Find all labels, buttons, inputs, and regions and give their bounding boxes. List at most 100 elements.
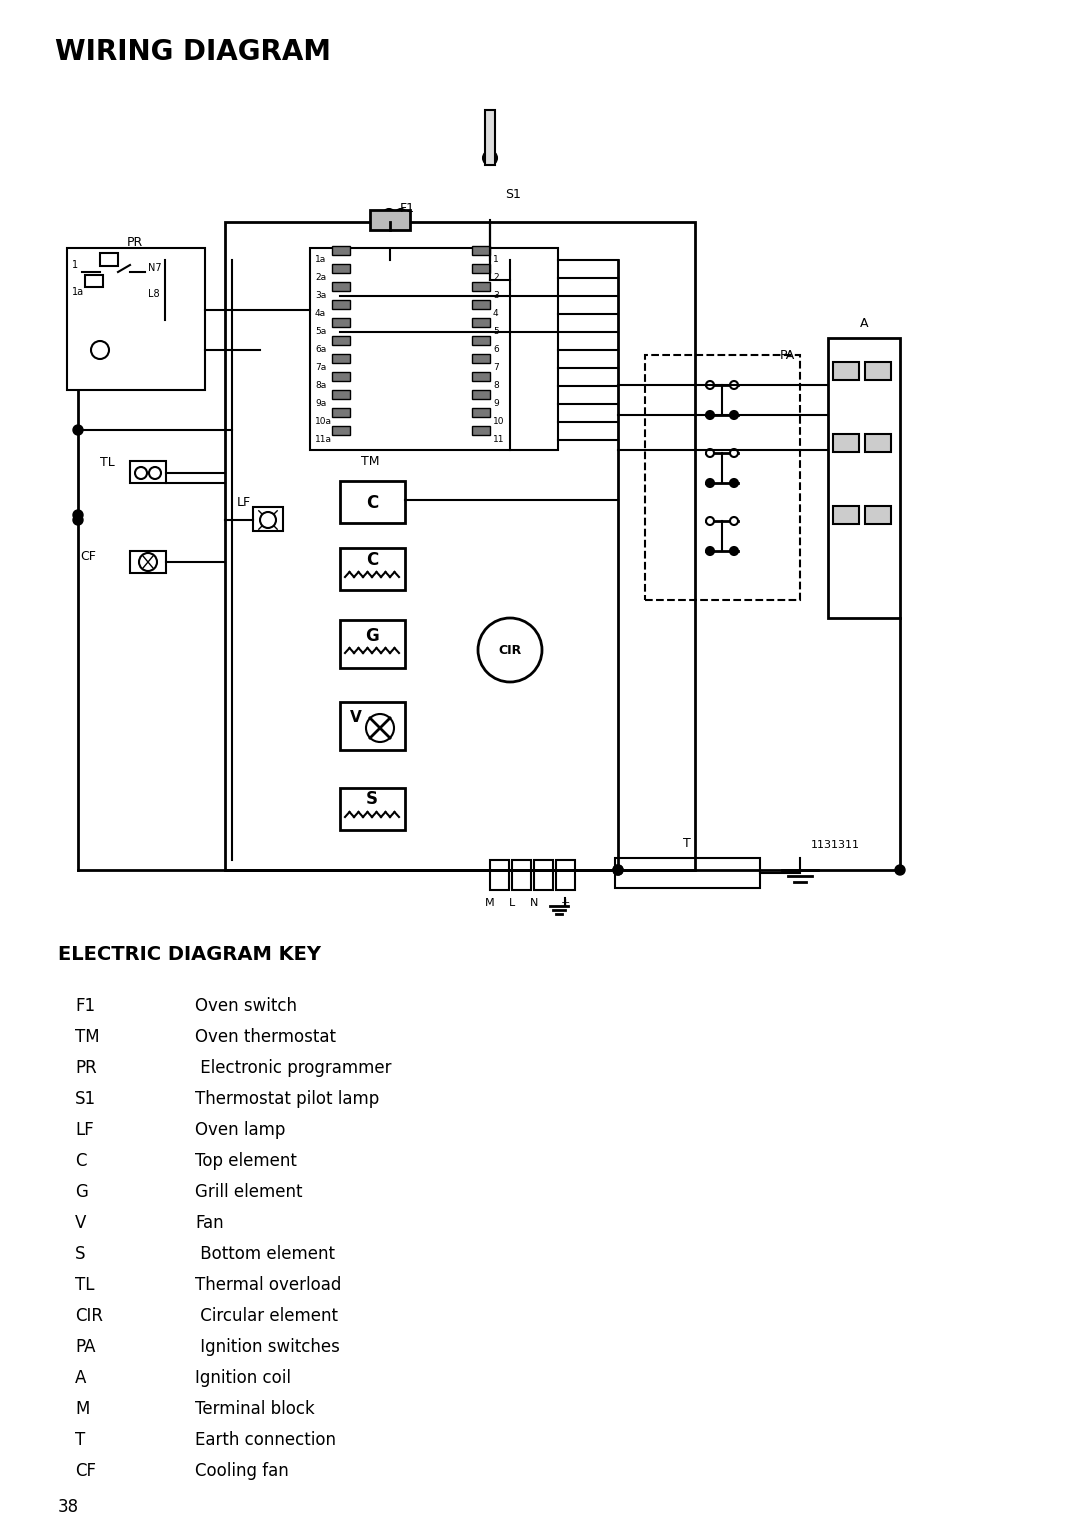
Text: PA: PA bbox=[75, 1338, 95, 1356]
Circle shape bbox=[706, 411, 714, 419]
Bar bbox=[472, 318, 490, 327]
Text: TM: TM bbox=[75, 1027, 99, 1046]
Bar bbox=[225, 222, 696, 870]
Circle shape bbox=[895, 865, 905, 875]
Bar bbox=[332, 355, 350, 362]
Bar bbox=[472, 246, 490, 255]
Text: CF: CF bbox=[75, 1462, 96, 1480]
Text: S: S bbox=[366, 790, 378, 807]
Circle shape bbox=[730, 479, 738, 488]
Text: G: G bbox=[75, 1183, 87, 1200]
Bar bbox=[332, 427, 350, 434]
Text: Oven switch: Oven switch bbox=[195, 997, 297, 1015]
Text: L: L bbox=[509, 898, 515, 908]
Text: CIR: CIR bbox=[75, 1307, 103, 1326]
Bar bbox=[340, 547, 405, 590]
Text: Terminal block: Terminal block bbox=[195, 1401, 314, 1417]
Bar bbox=[340, 619, 405, 668]
Circle shape bbox=[730, 381, 738, 388]
Bar bbox=[472, 265, 490, 274]
Text: 8: 8 bbox=[492, 382, 499, 390]
Text: C: C bbox=[75, 1151, 86, 1170]
Text: 1: 1 bbox=[492, 255, 499, 265]
Circle shape bbox=[706, 381, 714, 388]
Bar bbox=[332, 246, 350, 255]
Bar bbox=[472, 408, 490, 417]
Bar bbox=[332, 281, 350, 291]
Text: 10a: 10a bbox=[315, 417, 332, 427]
Bar bbox=[370, 209, 410, 229]
Bar bbox=[332, 300, 350, 309]
Text: LF: LF bbox=[75, 1121, 94, 1139]
Text: 8a: 8a bbox=[315, 382, 326, 390]
Text: N7: N7 bbox=[148, 263, 162, 274]
Bar bbox=[833, 362, 859, 381]
Bar bbox=[332, 408, 350, 417]
Circle shape bbox=[613, 865, 623, 875]
Text: V: V bbox=[75, 1214, 86, 1232]
Text: M: M bbox=[485, 898, 495, 908]
Text: 6a: 6a bbox=[315, 346, 326, 355]
Text: 6: 6 bbox=[492, 346, 499, 355]
Bar bbox=[472, 281, 490, 291]
Text: Oven thermostat: Oven thermostat bbox=[195, 1027, 336, 1046]
Text: WIRING DIAGRAM: WIRING DIAGRAM bbox=[55, 38, 330, 66]
Text: +: + bbox=[561, 898, 569, 908]
Text: Thermal overload: Thermal overload bbox=[195, 1277, 341, 1294]
Bar bbox=[340, 787, 405, 830]
Text: C: C bbox=[366, 550, 378, 569]
Text: Electronic programmer: Electronic programmer bbox=[195, 1060, 391, 1076]
Text: 11a: 11a bbox=[315, 436, 332, 445]
Circle shape bbox=[73, 511, 83, 520]
Circle shape bbox=[706, 517, 714, 524]
Bar bbox=[865, 362, 891, 381]
Text: Ignition switches: Ignition switches bbox=[195, 1338, 340, 1356]
Bar bbox=[340, 702, 405, 751]
Circle shape bbox=[613, 865, 623, 875]
Bar bbox=[472, 372, 490, 381]
Bar bbox=[512, 859, 531, 890]
Bar bbox=[130, 550, 166, 573]
Text: ELECTRIC DIAGRAM KEY: ELECTRIC DIAGRAM KEY bbox=[58, 945, 321, 963]
Bar bbox=[310, 248, 558, 450]
Text: C: C bbox=[366, 494, 378, 512]
Circle shape bbox=[395, 209, 407, 222]
Text: 7a: 7a bbox=[315, 364, 326, 373]
Text: 1a: 1a bbox=[72, 287, 84, 297]
Text: A: A bbox=[75, 1368, 86, 1387]
Text: Earth connection: Earth connection bbox=[195, 1431, 336, 1449]
Text: 3a: 3a bbox=[315, 292, 326, 301]
Text: 7: 7 bbox=[492, 364, 499, 373]
Text: 2: 2 bbox=[492, 274, 499, 283]
Text: Circular element: Circular element bbox=[195, 1307, 338, 1326]
Text: 3: 3 bbox=[492, 292, 499, 301]
Circle shape bbox=[383, 209, 395, 222]
Text: 2a: 2a bbox=[315, 274, 326, 283]
Circle shape bbox=[730, 411, 738, 419]
Text: 9a: 9a bbox=[315, 399, 326, 408]
Bar bbox=[332, 390, 350, 399]
Bar bbox=[67, 248, 205, 390]
Text: V: V bbox=[350, 711, 362, 725]
Circle shape bbox=[706, 479, 714, 488]
Circle shape bbox=[706, 450, 714, 457]
Text: 4a: 4a bbox=[315, 309, 326, 318]
Bar bbox=[472, 390, 490, 399]
Text: Ignition coil: Ignition coil bbox=[195, 1368, 291, 1387]
Text: CIR: CIR bbox=[498, 644, 522, 656]
Bar bbox=[100, 252, 118, 266]
Text: 9: 9 bbox=[492, 399, 499, 408]
Text: T: T bbox=[75, 1431, 85, 1449]
Bar bbox=[645, 355, 800, 599]
Circle shape bbox=[73, 425, 83, 434]
Bar bbox=[253, 508, 283, 531]
Bar bbox=[865, 434, 891, 453]
Text: S: S bbox=[75, 1245, 85, 1263]
Bar bbox=[472, 427, 490, 434]
Text: Oven lamp: Oven lamp bbox=[195, 1121, 285, 1139]
Circle shape bbox=[730, 517, 738, 524]
Text: PR: PR bbox=[75, 1060, 97, 1076]
Circle shape bbox=[730, 547, 738, 555]
Bar bbox=[534, 859, 553, 890]
Text: S1: S1 bbox=[505, 188, 521, 202]
